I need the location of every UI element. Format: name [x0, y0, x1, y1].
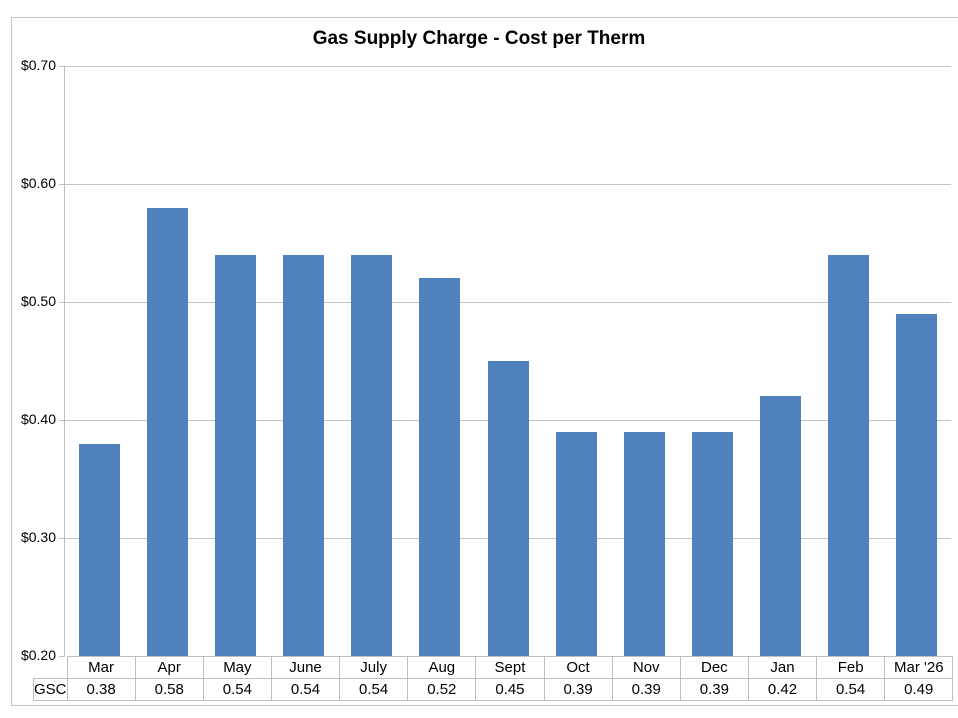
value-cell: 0.49: [884, 678, 954, 701]
value-cell: 0.39: [679, 678, 749, 701]
bar: [555, 431, 597, 656]
bar: [691, 431, 733, 656]
category-label: Mar: [66, 656, 136, 679]
y-tick-label: $0.50: [20, 293, 56, 309]
value-cell: 0.54: [202, 678, 272, 701]
bar: [351, 254, 393, 656]
series-label: GSC: [33, 678, 68, 701]
chart-title: Gas Supply Charge - Cost per Therm: [312, 28, 646, 49]
category-label: Oct: [543, 656, 613, 679]
value-cell: 0.54: [270, 678, 341, 701]
y-tick-label: $0.70: [20, 57, 56, 73]
category-label: May: [202, 656, 272, 679]
value-cell: 0.39: [543, 678, 613, 701]
value-cell: 0.38: [66, 678, 136, 701]
y-tick: [59, 302, 65, 303]
value-cell: 0.42: [747, 678, 818, 701]
y-tick: [59, 538, 65, 539]
bar: [78, 443, 120, 656]
value-cell: 0.54: [339, 678, 409, 701]
data-table: Mar Apr May June July Aug Sept Oct Nov Dec Jan Feb M…: [33, 656, 954, 701]
bar: [419, 278, 461, 656]
category-label: June: [270, 656, 341, 679]
category-label: Apr: [134, 656, 204, 679]
bar: [146, 207, 188, 656]
category-label: Aug: [407, 656, 477, 679]
category-label: Jan: [747, 656, 818, 679]
y-tick-label: $0.20: [20, 647, 56, 663]
category-label: Dec: [679, 656, 749, 679]
y-tick-label: $0.30: [20, 529, 56, 545]
bar: [623, 431, 665, 656]
plot-area: [59, 66, 951, 657]
category-row: Mar Apr May June July Aug Sept Oct Nov Dec Jan Feb M…: [34, 656, 954, 679]
category-label: Nov: [611, 656, 681, 679]
bar: [487, 361, 529, 656]
value-cell: 0.39: [611, 678, 681, 701]
value-cell: 0.54: [816, 678, 886, 701]
category-label: Sept: [475, 656, 545, 679]
value-row: GSC 0.38 0.58 0.54 0.54 0.54 0.52 0.45 0.39 0.39…: [33, 678, 954, 701]
category-label: July: [339, 656, 409, 679]
y-tick-label: $0.40: [20, 411, 56, 427]
y-tick: [59, 420, 65, 421]
bar: [214, 254, 256, 656]
value-cell: 0.52: [407, 678, 477, 701]
bar: [828, 254, 870, 656]
value-cell: 0.58: [134, 678, 204, 701]
gridline: [65, 66, 951, 67]
gridline: [65, 184, 951, 185]
category-label: Feb: [816, 656, 886, 679]
bar: [283, 254, 325, 656]
bar: [896, 313, 938, 656]
gridline: [65, 302, 951, 303]
category-label: Mar '26: [884, 656, 954, 679]
bar: [760, 396, 802, 656]
value-cell: 0.45: [475, 678, 545, 701]
y-tick: [59, 184, 65, 185]
y-tick-label: $0.60: [20, 175, 56, 191]
y-tick: [59, 66, 65, 67]
y-tick: [59, 656, 65, 657]
